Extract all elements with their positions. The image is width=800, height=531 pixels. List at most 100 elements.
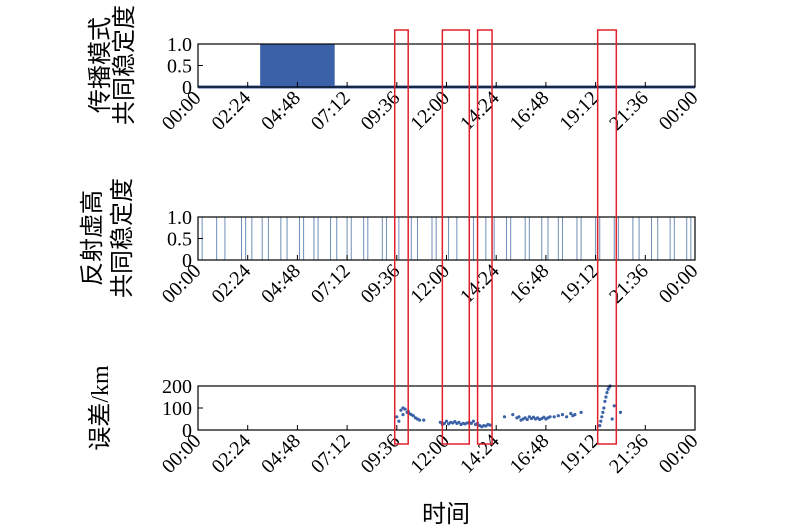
highlight-window-2: [441, 29, 471, 445]
error-point: [525, 417, 529, 422]
x-tick-label: 09:36: [357, 430, 405, 478]
x-tick-label: 02:24: [207, 87, 255, 135]
error-point: [579, 410, 583, 414]
x-tick-label: 12:00: [406, 260, 454, 308]
error-point: [601, 410, 605, 414]
x-tick-label: 12:00: [406, 430, 454, 478]
x-tick-label: 21:36: [605, 430, 653, 478]
y-tick-label: 0: [182, 77, 192, 99]
x-tick-label: 07:12: [307, 430, 355, 478]
x-tick-label: 04:48: [257, 430, 305, 478]
error-point: [604, 395, 608, 399]
error-point: [417, 418, 422, 422]
y-tick-label: 0.5: [167, 56, 192, 78]
x-tick-label: 21:36: [605, 260, 653, 308]
error-point: [517, 415, 521, 419]
error-point: [560, 413, 565, 417]
panel-2-frame: [197, 216, 696, 261]
x-tick-label: 07:12: [307, 87, 355, 135]
error-point: [442, 421, 447, 425]
panel-3-frame: [197, 385, 696, 431]
error-point: [618, 410, 623, 414]
x-tick-label: 19:12: [555, 260, 603, 308]
x-tick-label: 00:00: [158, 260, 206, 308]
error-point: [502, 415, 507, 419]
error-point: [605, 391, 609, 395]
x-tick-label: 02:24: [207, 260, 255, 308]
y-axis-label: 共同稳定度: [111, 5, 138, 125]
error-point: [471, 419, 476, 423]
x-tick-label: 04:48: [257, 260, 305, 308]
x-tick-label: 14:24: [456, 430, 504, 478]
x-tick-label: 09:36: [357, 87, 405, 135]
error-point: [397, 419, 401, 423]
stability-step-line: [198, 216, 695, 261]
error-point: [552, 415, 556, 419]
highlight-window-1: [393, 29, 409, 445]
error-point: [469, 421, 473, 425]
y-axis-label: 传播模式: [87, 17, 114, 113]
x-tick-label: 12:00: [406, 87, 454, 135]
x-tick-label: 00:00: [158, 430, 206, 478]
x-tick-label: 16:48: [506, 430, 554, 478]
x-tick-label: 21:36: [605, 87, 653, 135]
y-axis-label: 共同稳定度: [109, 178, 136, 298]
error-point: [573, 413, 577, 417]
error-point: [556, 414, 560, 418]
error-point: [548, 415, 552, 419]
y-tick-label: 0: [182, 250, 192, 272]
error-point: [598, 424, 602, 428]
highlight-window-3: [476, 29, 493, 445]
panel-2-data: [198, 216, 695, 261]
error-point: [422, 418, 426, 422]
mode-active-bar-1: [260, 44, 335, 87]
x-tick-label: 16:48: [506, 260, 554, 308]
error-point: [603, 399, 607, 403]
y-tick-label: 100: [162, 398, 192, 420]
y-tick-label: 200: [162, 376, 192, 398]
error-point: [599, 419, 603, 423]
highlight-window-4: [596, 29, 618, 445]
y-axis-label: 反射虚高: [79, 190, 106, 286]
y-tick-label: 0: [182, 420, 192, 442]
x-tick-label: 00:00: [655, 430, 703, 478]
x-tick-label: 04:48: [257, 87, 305, 135]
y-axis-label: 误差/km: [87, 365, 114, 451]
x-tick-label: 19:12: [555, 87, 603, 135]
y-tick-label: 1.0: [167, 34, 192, 56]
x-tick-label: 00:00: [655, 87, 703, 135]
error-point: [610, 417, 614, 421]
x-axis-label: 时间: [422, 501, 470, 528]
error-point: [444, 419, 449, 423]
error-point: [438, 420, 442, 424]
panel-3-data: [395, 384, 623, 429]
panel-1-data: [198, 44, 695, 89]
x-tick-label: 00:00: [158, 87, 206, 135]
x-tick-label: 07:12: [307, 260, 355, 308]
y-tick-label: 0.5: [167, 229, 192, 251]
error-point: [411, 414, 415, 418]
error-point: [565, 415, 569, 419]
error-point: [457, 420, 461, 424]
error-point: [511, 413, 515, 417]
x-tick-label: 19:12: [555, 430, 603, 478]
error-point: [600, 415, 604, 419]
error-point: [488, 423, 492, 427]
x-tick-label: 14:24: [456, 87, 504, 135]
highlight-windows: [393, 29, 618, 445]
error-point: [569, 411, 573, 416]
x-tick-label: 02:24: [207, 430, 255, 478]
error-point: [395, 415, 399, 419]
y-tick-label: 1.0: [167, 207, 192, 229]
x-tick-label: 16:48: [506, 87, 554, 135]
error-point: [401, 406, 405, 410]
error-point: [612, 404, 616, 408]
error-point: [602, 406, 606, 410]
x-tick-label: 14:24: [456, 260, 504, 308]
x-tick-label: 00:00: [655, 260, 703, 308]
error-point: [401, 413, 405, 417]
x-tick-label: 09:36: [357, 260, 405, 308]
error-point: [399, 408, 403, 412]
